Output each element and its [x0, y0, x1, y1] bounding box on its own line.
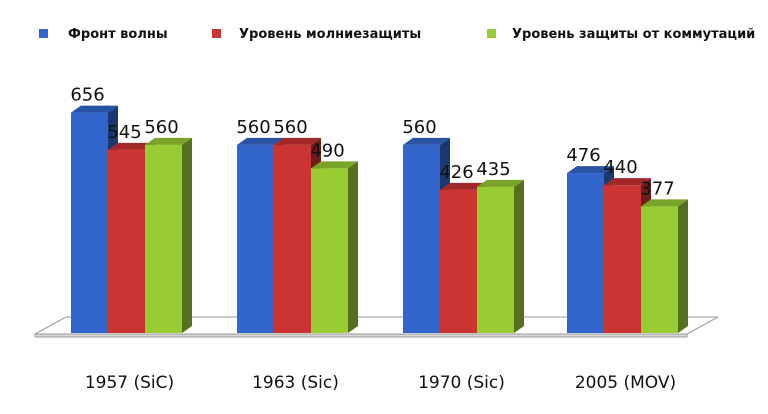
- bar-top: [641, 199, 688, 207]
- bar-front: [440, 189, 477, 333]
- bar-side: [678, 199, 688, 333]
- bar-side: [348, 161, 358, 333]
- bar-side: [182, 137, 192, 333]
- bar-front: [108, 149, 145, 333]
- bar-top: [440, 182, 487, 190]
- category-label: 2005 (MOV): [575, 373, 676, 393]
- data-label: 426: [439, 162, 473, 183]
- bar-front: [237, 144, 274, 333]
- bar: [311, 161, 358, 333]
- data-label: 560: [273, 117, 307, 138]
- data-label: 476: [566, 145, 600, 166]
- bar-side: [514, 179, 524, 333]
- legend-label: Уровень молниезащиты: [239, 27, 421, 42]
- legend-swatch: [39, 29, 48, 38]
- category-label: 1970 (Sic): [418, 373, 505, 393]
- category-label: 1963 (Sic): [252, 373, 339, 393]
- bar-top: [604, 178, 651, 186]
- bar-top: [311, 161, 358, 169]
- bar-top: [71, 105, 118, 113]
- data-label: 377: [640, 178, 674, 199]
- bar: [145, 137, 192, 333]
- bar: [477, 179, 524, 333]
- category-label: 1957 (SiC): [85, 373, 174, 393]
- legend-swatch: [487, 29, 496, 38]
- legend-swatch: [212, 29, 221, 38]
- bar-top: [403, 137, 450, 145]
- bar-top: [477, 179, 524, 187]
- bars: [71, 105, 688, 333]
- data-label: 435: [476, 159, 510, 180]
- data-label: 545: [107, 122, 141, 143]
- category-labels: 1957 (SiC) 1963 (Sic) 1970 (Sic) 2005 (MOV): [85, 373, 676, 393]
- bar-front: [274, 144, 311, 333]
- bar-front: [145, 144, 182, 333]
- bar-front: [604, 185, 641, 333]
- data-label: 560: [144, 117, 178, 138]
- data-label: 440: [603, 157, 637, 178]
- data-label: 560: [402, 117, 436, 138]
- chart-floor: [34, 316, 719, 338]
- bar-top: [567, 166, 614, 174]
- legend-label: Фронт волны: [68, 27, 168, 42]
- bar: [641, 199, 688, 333]
- bar-front: [403, 144, 440, 333]
- bar-front: [477, 186, 514, 333]
- bar-front: [71, 112, 108, 333]
- data-label: 560: [236, 117, 270, 138]
- bar-front: [567, 173, 604, 333]
- bar-front: [641, 206, 678, 333]
- bar-front: [311, 168, 348, 333]
- bar-top: [237, 137, 284, 145]
- data-label: 490: [310, 140, 344, 161]
- legend: Фронт волны Уровень молниезащиты Уровень з…: [39, 27, 755, 42]
- floor-edge: [34, 333, 688, 338]
- bar-top: [108, 142, 155, 150]
- bar-top: [145, 137, 192, 145]
- data-label: 656: [70, 85, 104, 106]
- bar-top: [274, 137, 321, 145]
- legend-label: Уровень защиты от коммутаций: [512, 27, 755, 42]
